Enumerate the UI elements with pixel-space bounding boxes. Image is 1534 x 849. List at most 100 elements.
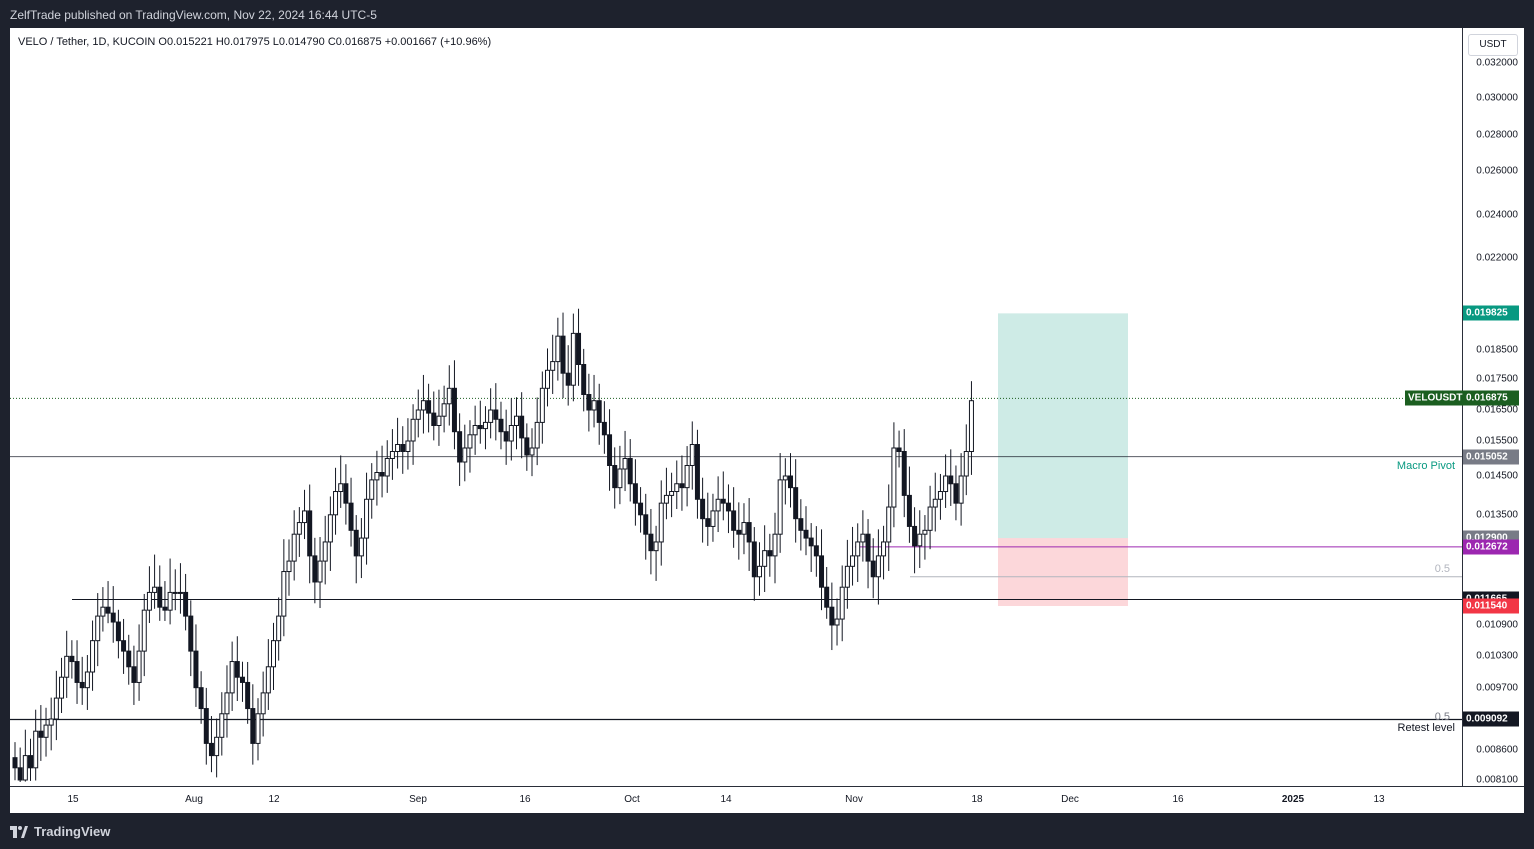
- candle-body: [638, 502, 644, 516]
- publish-info: ZelfTrade published on TradingView.com, …: [10, 8, 377, 22]
- candle-body: [38, 730, 44, 738]
- candle-body: [296, 522, 302, 535]
- currency-button[interactable]: USDT: [1468, 34, 1518, 56]
- candle-body: [152, 586, 158, 593]
- candle-body: [508, 425, 514, 442]
- candle-body: [364, 498, 370, 539]
- fib-lower-label: 0.5: [1434, 711, 1450, 723]
- time-tick-label: 15: [67, 794, 79, 805]
- time-tick-label: Nov: [845, 794, 863, 805]
- retest-level-label: Retest level: [1397, 722, 1455, 734]
- candle-body: [803, 529, 809, 539]
- candle-body: [446, 387, 452, 405]
- tradingview-logo[interactable]: TradingView: [10, 824, 110, 839]
- candle-body: [472, 425, 478, 436]
- candle-body: [519, 415, 525, 439]
- candle-body: [958, 475, 964, 504]
- candle-body: [539, 387, 545, 423]
- candle-body: [906, 494, 912, 527]
- candle-body: [834, 618, 840, 626]
- candle-body: [317, 560, 323, 583]
- price-tick-label: 0.010300: [1476, 650, 1518, 662]
- time-tick-label: Aug: [185, 794, 203, 805]
- candle-body: [684, 465, 690, 489]
- candle-body: [265, 666, 271, 694]
- candle-body: [374, 472, 380, 481]
- candle-body: [281, 571, 287, 617]
- candle-body: [550, 361, 556, 371]
- candle-body: [307, 510, 313, 557]
- candle-body: [653, 541, 659, 552]
- candle-body: [312, 555, 318, 583]
- candle-body: [69, 655, 75, 663]
- price-tick-label: 0.015500: [1476, 435, 1518, 447]
- candle-body: [648, 533, 654, 552]
- candle-body: [963, 451, 969, 477]
- price-tick-label: 0.026000: [1476, 165, 1518, 177]
- top-bar: ZelfTrade published on TradingView.com, …: [0, 0, 1534, 28]
- candle-body: [22, 755, 28, 781]
- candle-body: [260, 692, 266, 715]
- candle-body: [555, 335, 561, 363]
- tradingview-brand: TradingView: [34, 824, 111, 839]
- candle-body: [756, 565, 762, 578]
- candle-body: [17, 767, 23, 781]
- candle-body: [601, 421, 607, 436]
- candle-body: [358, 537, 364, 557]
- candle-body: [420, 400, 426, 411]
- candle-body: [79, 681, 85, 689]
- candle-body: [33, 730, 39, 769]
- candle-body: [74, 661, 80, 683]
- candle-body: [436, 415, 442, 427]
- candle-body: [64, 655, 70, 678]
- candle-body: [932, 498, 938, 508]
- candle-body: [627, 458, 633, 485]
- stop-zone: [998, 538, 1128, 606]
- price-axis[interactable]: USDT 0.032000 0.030000 0.028000 0.026000 0.0…: [1405, 28, 1524, 786]
- time-tick-label: 12: [268, 794, 280, 805]
- candle-body: [560, 335, 566, 374]
- candle-body: [95, 615, 101, 642]
- candle-body: [493, 409, 499, 420]
- candle-body: [829, 606, 835, 626]
- candle-body: [451, 387, 457, 433]
- candle-body: [395, 444, 401, 452]
- price-tick-label: 0.024000: [1476, 209, 1518, 220]
- candle-body: [488, 409, 494, 423]
- chart-frame: VELO / Tether, 1D, KUCOIN O0.015221 H0.0…: [10, 28, 1524, 813]
- candle-body: [477, 425, 483, 430]
- candle-body: [136, 650, 142, 683]
- price-tick-label: 0.010900: [1476, 619, 1518, 631]
- candle-body: [700, 498, 706, 520]
- price-pane[interactable]: VELO / Tether, 1D, KUCOIN O0.015221 H0.0…: [10, 28, 1463, 786]
- candle-body: [767, 550, 773, 557]
- candle-body: [912, 525, 918, 547]
- candle-body: [338, 483, 344, 493]
- candle-body: [741, 522, 747, 535]
- price-tick-label: 0.032000: [1476, 57, 1518, 69]
- price-tick-label: 0.018500: [1476, 344, 1518, 356]
- candle-body: [348, 502, 354, 531]
- candle-body: [203, 708, 209, 744]
- time-tick-label: 16: [1172, 794, 1184, 805]
- candle-body: [870, 560, 876, 578]
- candle-body: [782, 475, 788, 481]
- candle-body: [948, 475, 954, 485]
- candle-body: [245, 681, 251, 710]
- candle-body: [59, 676, 65, 699]
- candle-body: [115, 621, 121, 642]
- candle-body: [576, 332, 582, 365]
- time-axis[interactable]: 15 Aug 12 Sep 16 Oct 14 Nov 18 Dec 16 2025 13: [10, 786, 1524, 814]
- candle-body: [177, 591, 183, 594]
- candlestick-chart[interactable]: [10, 28, 1462, 786]
- price-badge: 0.011540: [1463, 598, 1519, 614]
- candle-body: [788, 475, 793, 489]
- time-tick-label: 16: [519, 794, 531, 805]
- candle-body: [658, 502, 664, 543]
- candle-body: [239, 676, 245, 683]
- candle-body: [498, 418, 504, 433]
- candle-body: [819, 555, 825, 588]
- candle-body: [710, 510, 716, 527]
- candle-body: [286, 560, 292, 573]
- candle-body: [53, 697, 59, 720]
